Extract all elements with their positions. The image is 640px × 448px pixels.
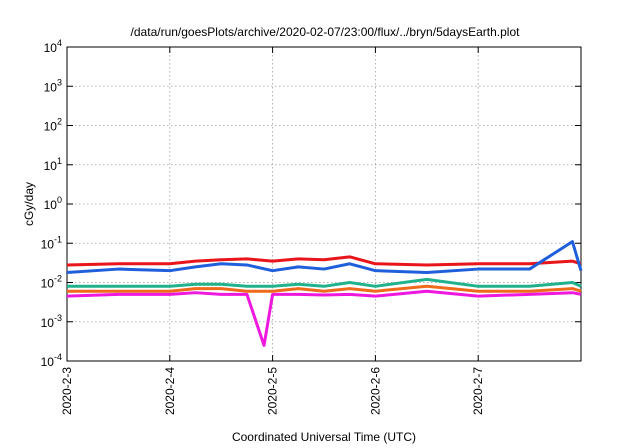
y-tick-label: 104 [44,38,62,55]
y-tick-label: 103 [44,77,62,94]
x-axis-label: Coordinated Universal Time (UTC) [232,430,416,444]
series-layer [66,240,583,347]
x-axis: 2020-2-3 2020-2-4 2020-2-5 2020-2-6 2020-2-7 [60,47,485,415]
x-tick-label: 2020-2-4 [163,367,177,415]
x-tick-label: 2020-2-7 [471,367,485,415]
x-tick-label: 2020-2-5 [266,367,280,415]
series-line [66,255,582,267]
x-tick-label: 2020-2-6 [368,367,382,415]
grid [66,47,581,361]
y-tick-label: 101 [44,156,62,173]
series-line [66,240,583,274]
series-line [67,277,582,288]
y-axis-label: cGy/day [22,182,36,226]
y-tick-label: 10-4 [41,352,62,369]
series-line [66,289,582,347]
chart-title: /data/run/goesPlots/archive/2020-02-07/2… [131,25,521,39]
y-axis: 10-4 10-3 10-2 10-1 100 101 102 103 104 [41,38,581,369]
y-tick-label: 10-3 [41,313,62,330]
y-tick-label: 102 [44,117,62,134]
x-tick-label: 2020-2-3 [60,367,74,415]
y-tick-label: 100 [44,195,62,212]
series-line [67,284,582,293]
y-tick-label: 10-2 [41,274,62,291]
y-tick-label: 10-1 [41,234,62,251]
